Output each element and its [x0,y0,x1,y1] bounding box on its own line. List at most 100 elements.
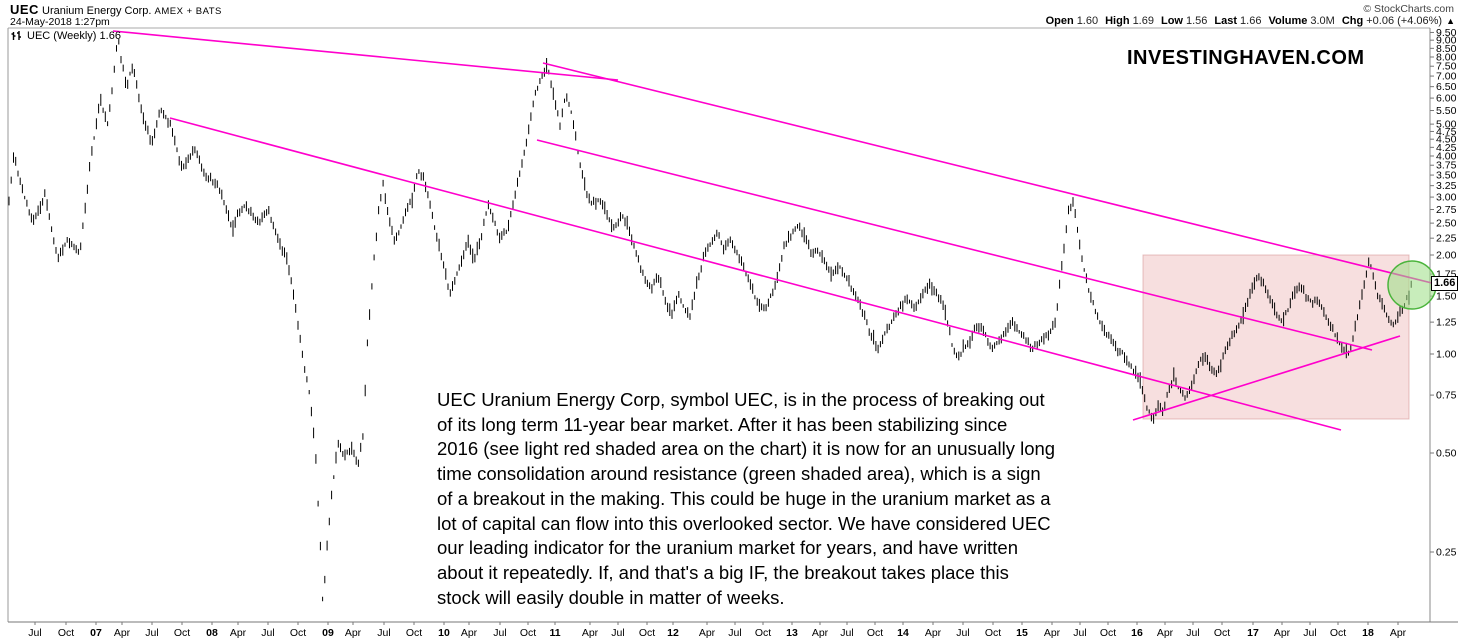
svg-text:Apr: Apr [925,627,942,639]
company-name: Uranium Energy Corp. [42,5,152,17]
analysis-line: lot of capital can flow into this overlo… [437,512,1051,534]
exchange-listing: AMEX + BATS [154,6,222,17]
svg-text:Oct: Oct [58,627,74,639]
volume-label: Volume [1268,15,1308,27]
ticker-symbol: UEC [10,2,39,17]
svg-text:Oct: Oct [985,627,1001,639]
svg-text:11: 11 [549,627,560,639]
svg-text:Oct: Oct [867,627,883,639]
svg-text:Jul: Jul [840,627,853,639]
last-value: 1.66 [1240,15,1262,27]
svg-text:4.75: 4.75 [1436,126,1457,138]
chart-datetime: 24-May-2018 1:27pm [10,16,110,28]
analysis-line: 2016 (see light red shaded area on the c… [437,438,1056,460]
svg-text:1.00: 1.00 [1436,349,1457,361]
svg-text:2.75: 2.75 [1436,204,1457,216]
analysis-text-block: UEC Uranium Energy Corp, symbol UEC, is … [437,388,1055,610]
svg-text:3.50: 3.50 [1436,170,1457,182]
svg-text:Jul: Jul [377,627,390,639]
svg-text:Oct: Oct [755,627,771,639]
svg-text:Apr: Apr [114,627,131,639]
svg-text:3.25: 3.25 [1436,180,1457,192]
svg-text:10: 10 [438,627,450,639]
svg-text:Apr: Apr [1044,627,1061,639]
svg-text:14: 14 [897,627,909,639]
svg-text:Apr: Apr [1390,627,1407,639]
chg-label: Chg [1341,15,1364,27]
open-value: 1.60 [1076,15,1099,27]
svg-text:Apr: Apr [812,627,829,639]
svg-text:7.50: 7.50 [1436,61,1457,73]
svg-text:15: 15 [1016,627,1028,639]
svg-text:3.75: 3.75 [1436,160,1457,172]
analysis-line: about it repeatedly. If, and that's a bi… [437,561,1009,583]
svg-text:Jul: Jul [956,627,969,639]
svg-text:Jul: Jul [1303,627,1316,639]
low-label: Low [1160,15,1183,27]
svg-text:Jul: Jul [493,627,506,639]
svg-text:8.00: 8.00 [1436,52,1457,64]
ohlc-bars-icon [11,30,23,42]
high-value: 1.69 [1132,15,1154,27]
svg-text:1.25: 1.25 [1436,317,1457,329]
open-label: Open [1045,15,1074,27]
legend-label: UEC (Weekly) 1.66 [27,30,121,42]
quote-summary: Open 1.60 High 1.69 Low 1.56 Last 1.66 Volume 3.0… [1039,15,1455,27]
svg-text:3.00: 3.00 [1436,192,1457,204]
svg-text:Oct: Oct [290,627,306,639]
svg-text:7.00: 7.00 [1436,71,1457,83]
svg-text:08: 08 [206,627,218,639]
chart-header-left: UEC Uranium Energy Corp. AMEX + BATS [10,2,222,17]
svg-text:Apr: Apr [230,627,247,639]
svg-text:Jul: Jul [28,627,41,639]
svg-text:2.00: 2.00 [1436,250,1457,262]
svg-text:Apr: Apr [1274,627,1291,639]
svg-text:Apr: Apr [582,627,599,639]
svg-text:09: 09 [322,627,334,639]
investinghaven-watermark: INVESTINGHAVEN.COM [1127,47,1365,69]
analysis-line: time consolidation around resistance (gr… [437,463,1041,485]
svg-text:Oct: Oct [520,627,536,639]
svg-text:4.00: 4.00 [1436,151,1457,163]
last-price-tag: 1.66 [1431,276,1459,291]
svg-text:Oct: Oct [174,627,190,639]
svg-text:13: 13 [786,627,798,639]
svg-text:Jul: Jul [1073,627,1086,639]
svg-text:0.50: 0.50 [1436,448,1457,460]
svg-text:Oct: Oct [406,627,422,639]
svg-text:4.50: 4.50 [1436,134,1457,146]
svg-text:5.50: 5.50 [1436,105,1457,117]
svg-text:Oct: Oct [639,627,655,639]
svg-text:Apr: Apr [345,627,362,639]
svg-text:Apr: Apr [699,627,716,639]
analysis-line: of a breakout in the making. This could … [437,487,1051,509]
svg-text:Jul: Jul [261,627,274,639]
svg-text:9.50: 9.50 [1436,27,1457,39]
svg-text:2.25: 2.25 [1436,233,1457,245]
stockcharts-copyright: © StockCharts.com [1363,3,1454,15]
svg-text:17: 17 [1247,627,1259,639]
svg-text:2.50: 2.50 [1436,218,1457,230]
svg-text:Apr: Apr [1157,627,1174,639]
svg-text:07: 07 [90,627,102,639]
svg-text:6.00: 6.00 [1436,93,1457,105]
svg-text:4.25: 4.25 [1436,142,1457,154]
svg-text:6.50: 6.50 [1436,81,1457,93]
last-label: Last [1214,15,1238,27]
svg-text:Apr: Apr [461,627,478,639]
chg-value: +0.06 (+4.06%) [1366,15,1443,27]
volume-value: 3.0M [1310,15,1335,27]
svg-text:Oct: Oct [1100,627,1116,639]
svg-text:5.00: 5.00 [1436,119,1457,131]
analysis-line: of its long term 11-year bear market. Af… [437,413,1008,435]
chart-legend: UEC (Weekly) 1.66 [11,30,121,42]
svg-text:Jul: Jul [1186,627,1199,639]
svg-text:0.75: 0.75 [1436,390,1457,402]
svg-text:1.50: 1.50 [1436,291,1457,303]
svg-text:0.25: 0.25 [1436,547,1457,559]
svg-text:Jul: Jul [611,627,624,639]
svg-text:Jul: Jul [145,627,158,639]
analysis-line: stock will easily double in matter of we… [437,586,785,608]
